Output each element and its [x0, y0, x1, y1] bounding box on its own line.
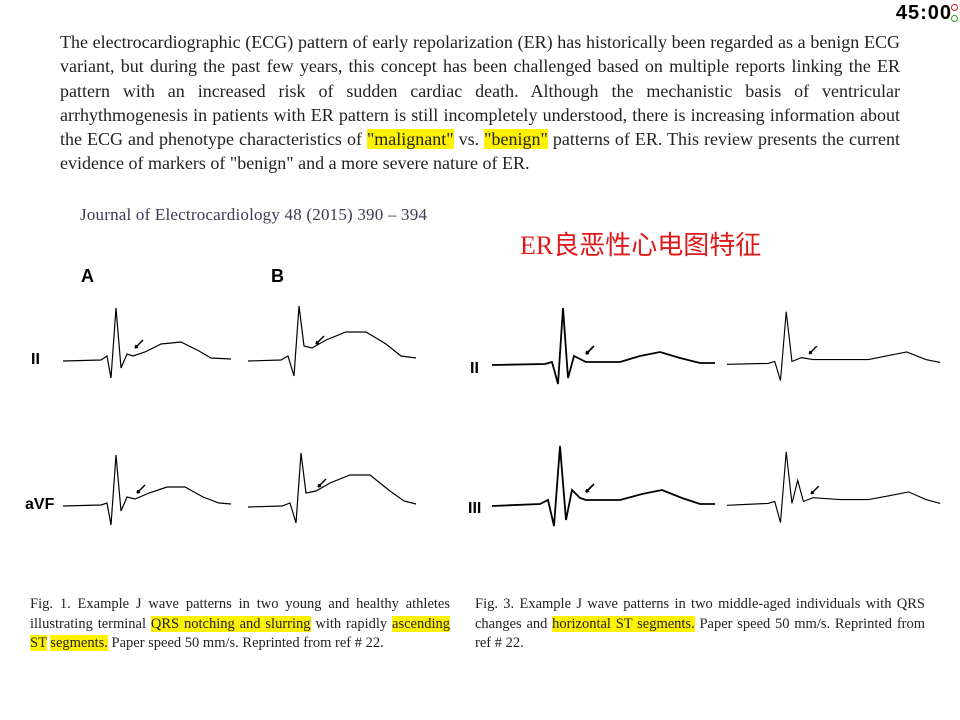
- figure-1: A B II aVF: [30, 265, 452, 587]
- timer-text: 45:00: [896, 2, 952, 24]
- caption1-post2: Paper speed 50 mm/s. Reprinted from ref …: [108, 635, 384, 651]
- ecg-path: [63, 308, 231, 378]
- journal-citation: Journal of Electrocardiology 48 (2015) 3…: [80, 205, 427, 225]
- ecg-trace-right-2-ii: [725, 300, 945, 400]
- timer-status-dots: [951, 4, 958, 22]
- ecg-trace-b-ii: [246, 296, 421, 396]
- panel-label-b: B: [271, 266, 284, 287]
- panel-label-a: A: [81, 266, 94, 287]
- lead-label-avf-left: aVF: [25, 496, 54, 514]
- arrow-icon: [137, 485, 145, 493]
- section-heading-chinese: ER良恶性心电图特征: [520, 225, 761, 262]
- countdown-timer: 45:00: [896, 2, 952, 25]
- ecg-path: [248, 306, 416, 376]
- arrow-icon: [586, 346, 594, 354]
- arrow-icon: [809, 346, 817, 354]
- ecg-path: [63, 455, 231, 525]
- caption1-hl1: QRS notching and slurring: [151, 616, 311, 632]
- ecg-trace-right-1-iii: [490, 440, 720, 540]
- ecg-trace-right-1-ii: [490, 300, 720, 400]
- arrow-icon: [135, 340, 143, 348]
- timer-dot-green: [951, 15, 958, 22]
- ecg-path: [727, 312, 940, 381]
- ecg-path: [492, 446, 715, 526]
- ecg-path: [492, 308, 715, 384]
- caption3-hl1: horizontal ST segments.: [552, 616, 695, 632]
- ecg-trace-a-ii: [61, 296, 236, 396]
- ecg-trace-b-avf: [246, 441, 421, 541]
- timer-dot-red: [951, 4, 958, 11]
- figure-1-caption: Fig. 1. Example J wave patterns in two y…: [30, 595, 450, 654]
- lead-label-ii-left: II: [31, 351, 40, 369]
- arrow-icon: [586, 484, 594, 492]
- abstract-highlight-benign: "benign": [484, 129, 548, 149]
- caption1-hl3: segments.: [50, 635, 108, 651]
- figure-3: II III: [470, 260, 940, 580]
- lead-label-ii-right: II: [470, 360, 479, 378]
- ecg-trace-right-2-iii: [725, 440, 945, 540]
- ecg-path: [248, 453, 416, 523]
- caption1-mid: with rapidly: [311, 616, 392, 632]
- figure-3-caption: Fig. 3. Example J wave patterns in two m…: [475, 595, 925, 654]
- abstract-paragraph: The electrocardiographic (ECG) pattern o…: [60, 30, 900, 176]
- ecg-path: [727, 452, 940, 523]
- arrow-icon: [811, 486, 819, 494]
- abstract-text-mid: vs.: [454, 129, 485, 149]
- abstract-highlight-malignant: "malignant": [367, 129, 454, 149]
- lead-label-iii-right: III: [468, 500, 481, 518]
- ecg-trace-a-avf: [61, 441, 236, 541]
